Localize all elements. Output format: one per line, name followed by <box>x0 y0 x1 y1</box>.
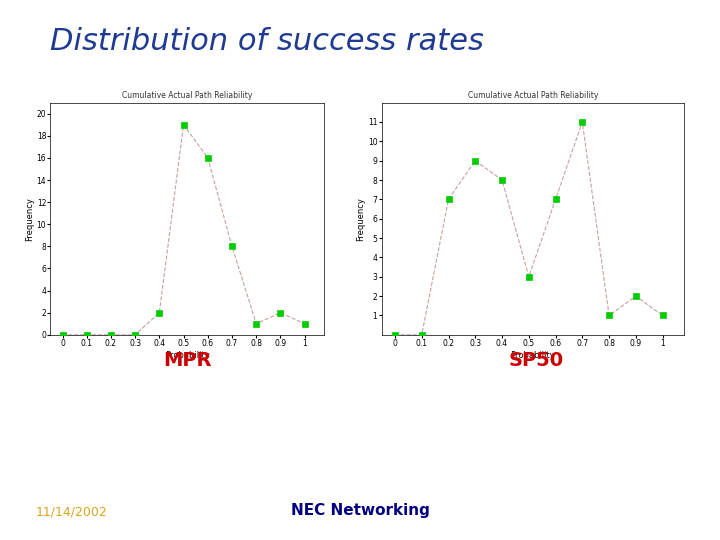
Title: Cumulative Actual Path Reliability: Cumulative Actual Path Reliability <box>467 91 598 100</box>
Text: 11/14/2002: 11/14/2002 <box>36 505 108 518</box>
Y-axis label: Frequency: Frequency <box>356 197 365 241</box>
Title: Cumulative Actual Path Reliability: Cumulative Actual Path Reliability <box>122 91 253 100</box>
X-axis label: Probability: Probability <box>510 351 555 360</box>
Y-axis label: Frequency: Frequency <box>24 197 34 241</box>
Text: MPR: MPR <box>163 351 212 370</box>
Text: NEC Networking: NEC Networking <box>291 503 429 518</box>
X-axis label: Probability: Probability <box>165 351 210 360</box>
Text: Distribution of success rates: Distribution of success rates <box>50 27 485 56</box>
Text: SP50: SP50 <box>509 351 564 370</box>
